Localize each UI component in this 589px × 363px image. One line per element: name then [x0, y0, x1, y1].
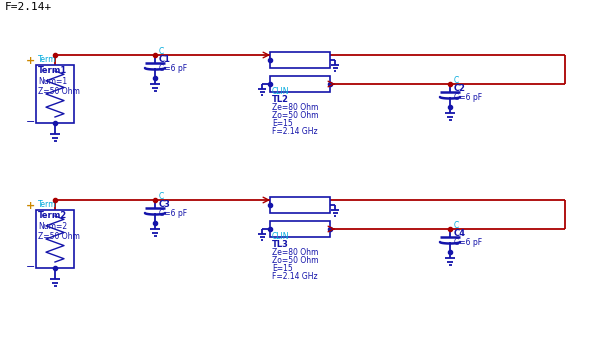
Text: −: − — [26, 262, 35, 272]
Text: Zo=50 Ohm: Zo=50 Ohm — [272, 256, 319, 265]
Text: C: C — [454, 221, 459, 230]
Bar — [270, 76, 330, 92]
Text: C1: C1 — [159, 55, 171, 64]
Text: Ze=80 Ohm: Ze=80 Ohm — [272, 103, 319, 112]
Text: Z=50 Ohm: Z=50 Ohm — [38, 232, 80, 241]
Text: Term: Term — [38, 200, 57, 209]
Bar — [36, 65, 74, 123]
Text: TL3: TL3 — [272, 240, 289, 249]
Text: CLIN: CLIN — [272, 87, 290, 96]
Text: Zo=50 Ohm: Zo=50 Ohm — [272, 111, 319, 120]
Text: F=2.14+: F=2.14+ — [5, 2, 52, 12]
Text: Num=1: Num=1 — [38, 77, 67, 86]
Text: C=6 pF: C=6 pF — [454, 238, 482, 247]
Text: C=6 pF: C=6 pF — [159, 209, 187, 218]
Text: F=2.14 GHz: F=2.14 GHz — [272, 272, 317, 281]
Text: C: C — [159, 192, 164, 201]
Text: Z=50 Ohm: Z=50 Ohm — [38, 87, 80, 96]
Text: E=15: E=15 — [272, 119, 293, 128]
Text: C: C — [454, 76, 459, 85]
Text: −: − — [26, 117, 35, 127]
Text: F=2.14 GHz: F=2.14 GHz — [272, 127, 317, 136]
Bar — [270, 52, 330, 68]
Bar — [270, 221, 330, 237]
Text: +: + — [26, 56, 35, 66]
Text: C=6 pF: C=6 pF — [454, 93, 482, 102]
Text: TL2: TL2 — [272, 95, 289, 104]
Text: Num=2: Num=2 — [38, 222, 67, 231]
Text: C2: C2 — [454, 84, 466, 93]
Text: CLIN: CLIN — [272, 232, 290, 241]
Text: E=15: E=15 — [272, 264, 293, 273]
Text: +: + — [26, 201, 35, 211]
Text: C=6 pF: C=6 pF — [159, 64, 187, 73]
Bar — [270, 197, 330, 213]
Text: C3: C3 — [159, 200, 171, 209]
Text: C: C — [159, 47, 164, 56]
Bar — [36, 210, 74, 268]
Text: C4: C4 — [454, 229, 466, 238]
Text: Ze=80 Ohm: Ze=80 Ohm — [272, 248, 319, 257]
Text: Term: Term — [38, 55, 57, 64]
Text: Term1: Term1 — [38, 66, 67, 75]
Text: Term2: Term2 — [38, 211, 67, 220]
